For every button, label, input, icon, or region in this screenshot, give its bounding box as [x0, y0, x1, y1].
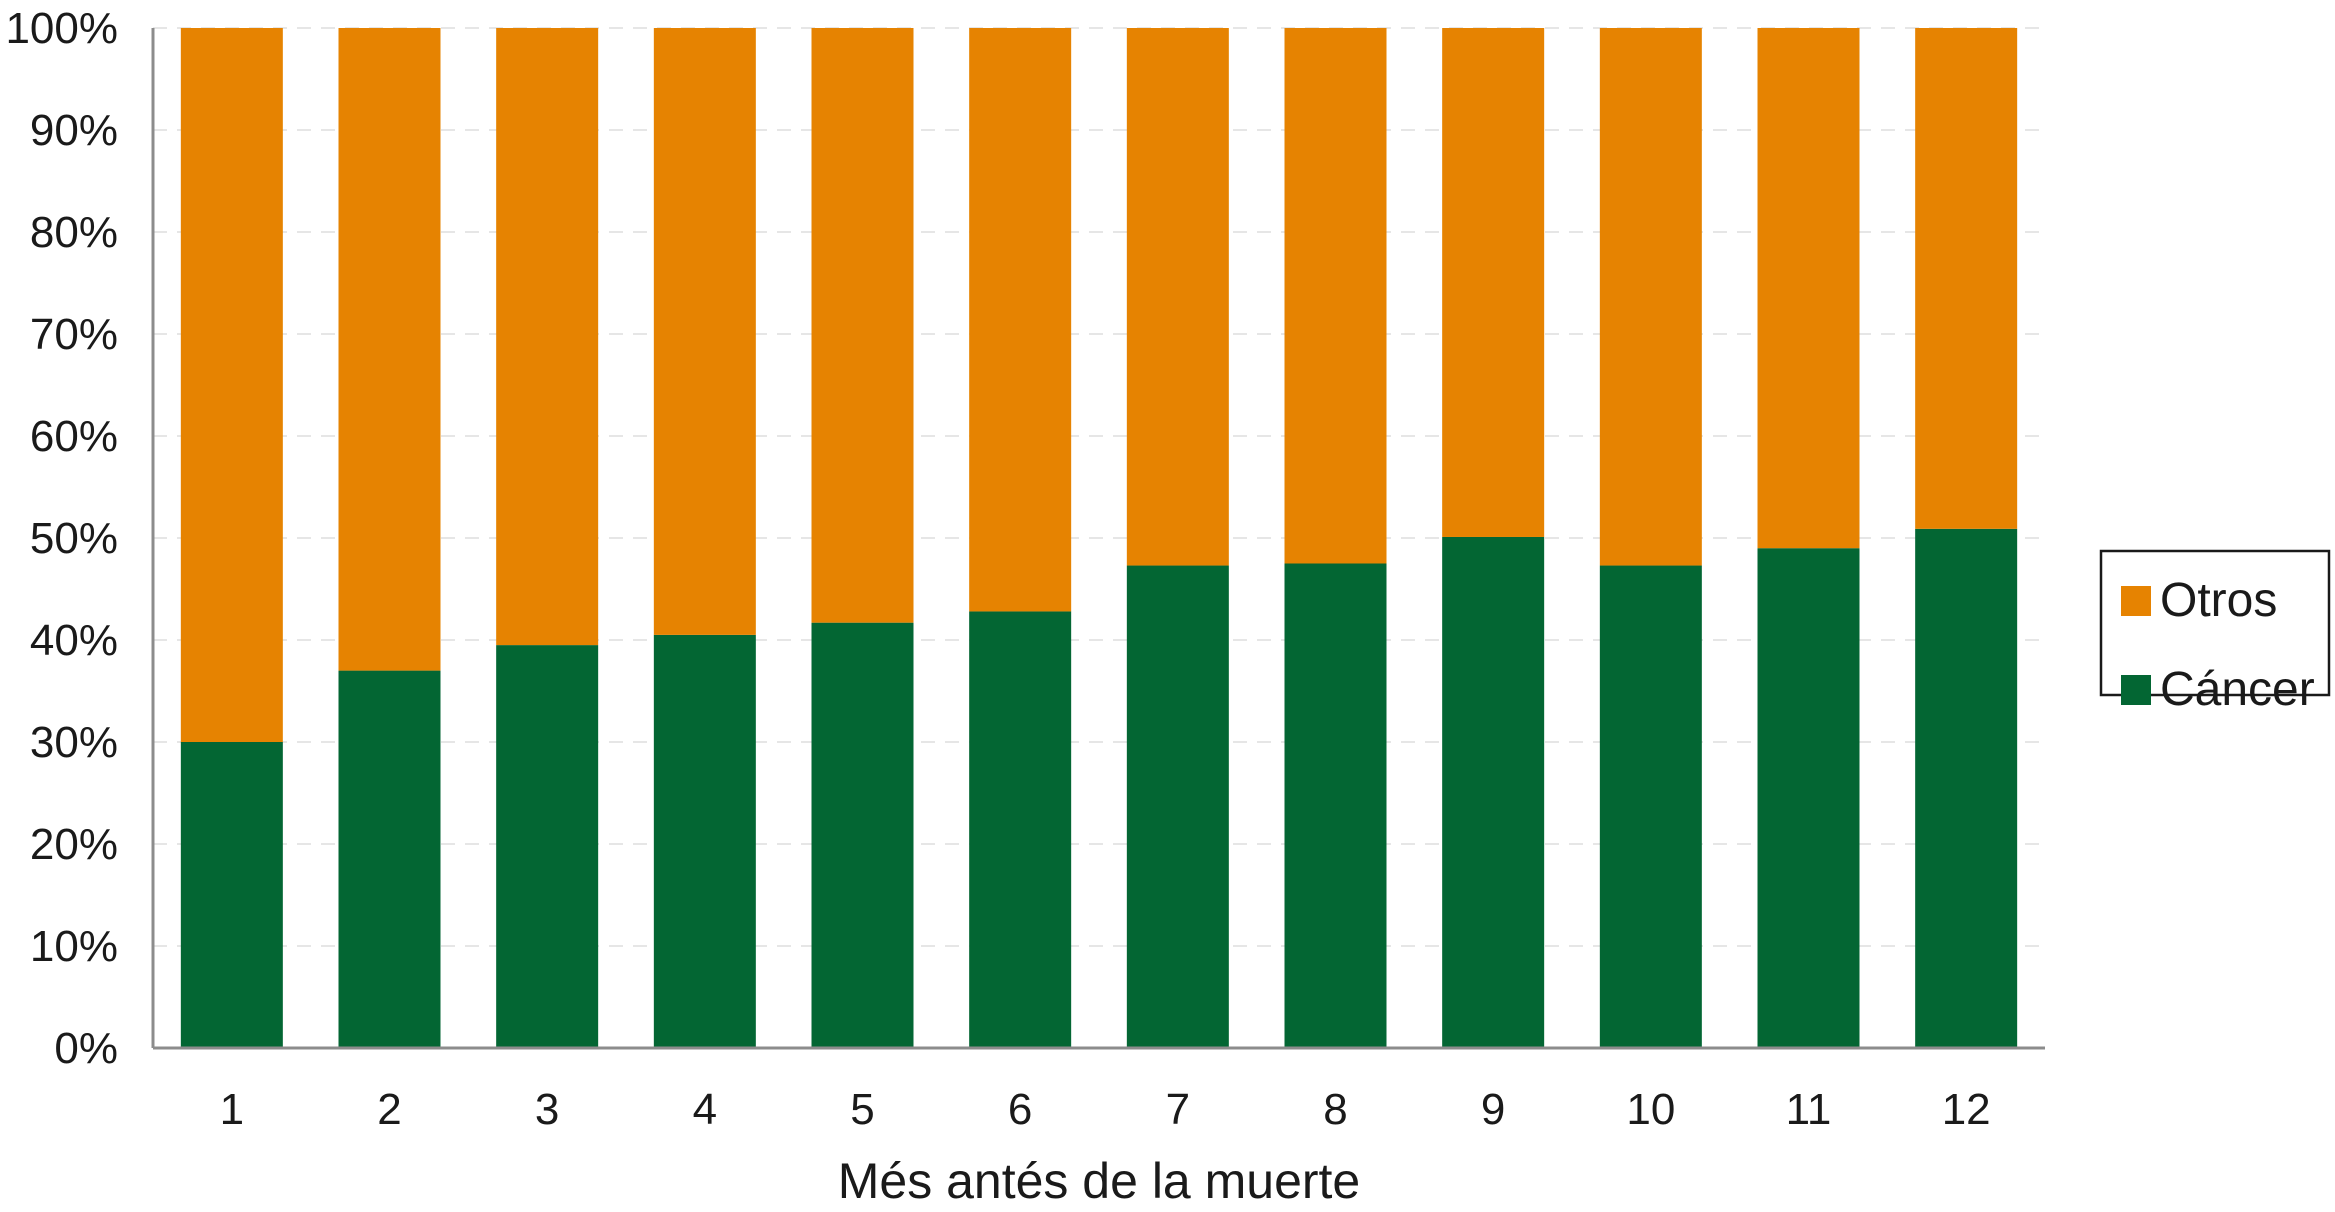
y-tick-label: 100% [5, 4, 118, 53]
y-tick-label: 10% [30, 922, 118, 971]
bar-cancer-3 [496, 645, 599, 1048]
bars [180, 28, 2018, 1048]
y-tick-label: 40% [30, 616, 118, 665]
bar-otros-8 [1284, 28, 1387, 564]
y-tick-label: 50% [30, 514, 118, 563]
bar-cancer-1 [180, 742, 283, 1048]
bar-cancer-10 [1599, 565, 1702, 1048]
bar-cancer-7 [1126, 565, 1229, 1048]
x-tick-label: 5 [850, 1085, 874, 1134]
x-tick-label: 6 [1008, 1085, 1032, 1134]
y-tick-label: 30% [30, 718, 118, 767]
bar-otros-11 [1757, 28, 1860, 549]
bar-otros-1 [180, 28, 283, 742]
bar-otros-7 [1126, 28, 1229, 566]
bar-cancer-11 [1757, 548, 1860, 1048]
x-tick-label: 4 [693, 1085, 717, 1134]
y-tick-labels: 0% 10% 20% 30% 40% 50% 60% 70% 80% 90% 100% [5, 4, 118, 1073]
bar-cancer-9 [1442, 536, 1545, 1048]
y-tick-label: 80% [30, 208, 118, 257]
y-tick-label: 20% [30, 820, 118, 869]
bar-otros-4 [653, 28, 756, 635]
x-tick-labels: 1 2 3 4 5 6 7 8 9 10 11 12 [220, 1085, 1991, 1134]
legend-box [2099, 549, 2331, 697]
bar-cancer-12 [1915, 528, 2018, 1048]
bar-otros-5 [811, 28, 914, 623]
legend: Otros Cáncer [2099, 549, 2331, 716]
x-tick-label: 8 [1323, 1085, 1347, 1134]
x-tick-label: 7 [1166, 1085, 1190, 1134]
x-tick-label: 10 [1626, 1085, 1675, 1134]
x-tick-label: 11 [1786, 1085, 1832, 1134]
x-tick-label: 2 [377, 1085, 401, 1134]
bar-cancer-2 [338, 670, 441, 1048]
bar-otros-12 [1915, 28, 2018, 529]
bar-cancer-5 [811, 622, 914, 1048]
legend-swatch [2121, 675, 2151, 705]
bar-otros-6 [969, 28, 1072, 612]
x-tick-label: 12 [1942, 1085, 1991, 1134]
bar-otros-2 [338, 28, 441, 671]
y-tick-label: 0% [54, 1024, 118, 1073]
legend-label: Otros [2160, 574, 2277, 627]
legend-swatch [2121, 586, 2151, 616]
y-tick-label: 70% [30, 310, 118, 359]
bar-cancer-4 [653, 634, 756, 1048]
bar-otros-10 [1599, 28, 1702, 566]
x-tick-label: 9 [1481, 1085, 1505, 1134]
bar-cancer-6 [969, 611, 1072, 1048]
bar-otros-3 [496, 28, 599, 646]
legend-label: Cáncer [2160, 663, 2315, 716]
x-axis-title: Més antés de la muerte [838, 1153, 1361, 1209]
x-tick-label: 3 [535, 1085, 559, 1134]
axes [151, 28, 2045, 1050]
y-tick-label: 60% [30, 412, 118, 461]
y-tick-label: 90% [30, 106, 118, 155]
gridlines [153, 27, 2045, 947]
x-tick-label: 1 [220, 1085, 244, 1134]
bar-cancer-8 [1284, 563, 1387, 1048]
bar-otros-9 [1442, 28, 1545, 537]
